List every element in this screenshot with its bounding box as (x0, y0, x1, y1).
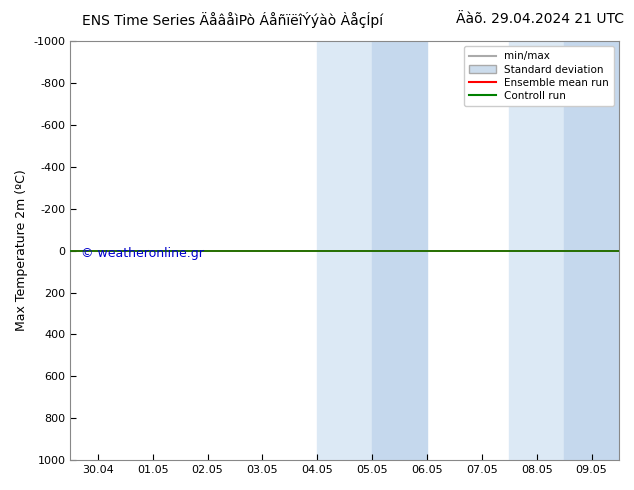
Bar (564, 41, 619, 460)
Text: Äàõ. 29.04.2024 21 UTC: Äàõ. 29.04.2024 21 UTC (456, 12, 624, 26)
Bar (317, 41, 372, 460)
Bar (509, 41, 564, 460)
Y-axis label: Max Temperature 2m (ºC): Max Temperature 2m (ºC) (15, 170, 28, 331)
Bar (372, 41, 427, 460)
Text: © weatheronline.gr: © weatheronline.gr (81, 247, 204, 260)
Text: ENS Time Series ÄåâåìPò ÁåñïëîÝýàò ÀåçÍpí: ENS Time Series ÄåâåìPò ÁåñïëîÝýàò ÀåçÍp… (82, 12, 384, 28)
Legend: min/max, Standard deviation, Ensemble mean run, Controll run: min/max, Standard deviation, Ensemble me… (464, 46, 614, 106)
